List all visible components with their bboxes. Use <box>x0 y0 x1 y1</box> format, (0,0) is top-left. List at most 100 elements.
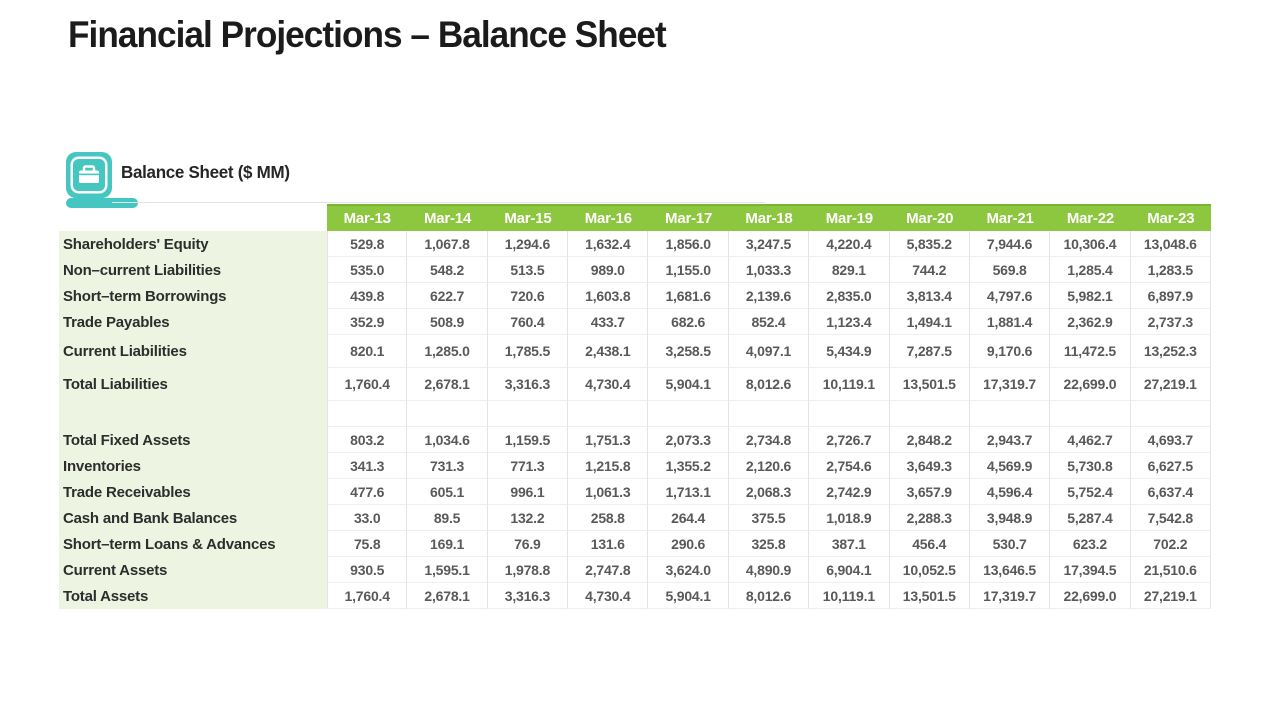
table-cell: 1,713.1 <box>648 479 729 505</box>
table-cell <box>889 401 970 427</box>
table-row: Non–current Liabilities 535.0 548.2 513.5 98… <box>59 257 1211 283</box>
table-cell: 13,048.6 <box>1130 231 1211 257</box>
table-cell: 744.2 <box>889 257 970 283</box>
table-cell: 4,730.4 <box>568 583 649 609</box>
table-header-row: Mar-13 Mar-14 Mar-15 Mar-16 Mar-17 Mar-18 Mar-… <box>59 204 1211 231</box>
row-label: Current Assets <box>59 557 327 583</box>
row-label: Shareholders' Equity <box>59 231 327 257</box>
column-header: Mar-18 <box>728 204 810 231</box>
table-cell: 2,943.7 <box>969 427 1051 453</box>
table-cell: 3,657.9 <box>889 479 970 505</box>
table-row: Current Liabilities 820.1 1,285.0 1,785.5 2,… <box>59 335 1211 368</box>
table-cell: 3,316.3 <box>487 368 569 401</box>
table-cell: 1,283.5 <box>1130 257 1211 283</box>
row-label <box>59 401 327 427</box>
table-cell: 22,699.0 <box>1050 583 1131 609</box>
table-cell: 3,624.0 <box>648 557 729 583</box>
table-cell: 829.1 <box>809 257 890 283</box>
table-cell: 3,813.4 <box>889 283 970 309</box>
table-cell: 1,632.4 <box>568 231 649 257</box>
table-cell: 2,726.7 <box>809 427 890 453</box>
row-label: Trade Payables <box>59 309 327 335</box>
table-cell: 13,252.3 <box>1130 335 1211 368</box>
table-cell: 5,982.1 <box>1050 283 1131 309</box>
row-label: Short–term Loans & Advances <box>59 531 327 557</box>
table-cell <box>809 401 890 427</box>
table-cell: 4,797.6 <box>969 283 1051 309</box>
table-cell: 548.2 <box>407 257 488 283</box>
table-row: Short–term Loans & Advances 75.8 169.1 76.9… <box>59 531 1211 557</box>
row-label: Cash and Bank Balances <box>59 505 327 531</box>
table-cell: 1,067.8 <box>407 231 488 257</box>
table-cell: 3,948.9 <box>969 505 1051 531</box>
table-cell <box>1130 401 1211 427</box>
table-cell: 4,596.4 <box>969 479 1051 505</box>
table-cell: 10,052.5 <box>889 557 970 583</box>
table-cell: 720.6 <box>487 283 569 309</box>
table-cell: 1,856.0 <box>648 231 729 257</box>
table-cell: 4,890.9 <box>728 557 810 583</box>
table-cell: 21,510.6 <box>1130 557 1211 583</box>
table-cell: 622.7 <box>407 283 488 309</box>
table-cell: 3,316.3 <box>487 583 569 609</box>
table-cell: 6,627.5 <box>1130 453 1211 479</box>
section-title: Balance Sheet ($ MM) <box>121 162 290 182</box>
table-cell: 5,287.4 <box>1050 505 1131 531</box>
table-cell: 2,678.1 <box>407 368 488 401</box>
table-cell: 17,319.7 <box>969 583 1051 609</box>
row-label: Total Assets <box>59 583 327 609</box>
table-cell: 2,734.8 <box>728 427 810 453</box>
slide-title: Financial Projections – Balance Sheet <box>68 14 667 55</box>
table-cell: 8,012.6 <box>728 583 810 609</box>
accent-underline <box>66 198 138 208</box>
table-cell: 731.3 <box>407 453 488 479</box>
table-cell: 9,170.6 <box>969 335 1051 368</box>
table-cell: 4,097.1 <box>728 335 810 368</box>
table-cell: 132.2 <box>487 505 569 531</box>
table-cell: 852.4 <box>728 309 810 335</box>
row-label: Inventories <box>59 453 327 479</box>
table-cell: 75.8 <box>327 531 408 557</box>
table-cell: 529.8 <box>327 231 408 257</box>
column-header: Mar-21 <box>969 204 1051 231</box>
table-cell: 10,306.4 <box>1050 231 1131 257</box>
table-cell: 387.1 <box>809 531 890 557</box>
table-cell: 4,462.7 <box>1050 427 1131 453</box>
table-corner-cell <box>59 204 327 231</box>
table-cell <box>407 401 488 427</box>
table-cell: 10,119.1 <box>809 583 890 609</box>
row-label: Non–current Liabilities <box>59 257 327 283</box>
table-cell: 27,219.1 <box>1130 583 1211 609</box>
table-cell: 1,285.4 <box>1050 257 1131 283</box>
column-header: Mar-23 <box>1130 204 1211 231</box>
table-cell: 2,068.3 <box>728 479 810 505</box>
table-cell: 1,033.3 <box>728 257 810 283</box>
table-cell: 1,494.1 <box>889 309 970 335</box>
table-cell: 2,737.3 <box>1130 309 1211 335</box>
table-cell: 433.7 <box>568 309 649 335</box>
table-cell: 5,904.1 <box>648 583 729 609</box>
table-cell: 1,785.5 <box>487 335 569 368</box>
table-cell: 439.8 <box>327 283 408 309</box>
table-cell: 22,699.0 <box>1050 368 1131 401</box>
table-row: Total Liabilities 1,760.4 2,678.1 3,316.3 4,… <box>59 368 1211 401</box>
row-label: Trade Receivables <box>59 479 327 505</box>
table-cell: 6,904.1 <box>809 557 890 583</box>
table-cell: 352.9 <box>327 309 408 335</box>
table-cell: 6,897.9 <box>1130 283 1211 309</box>
table-row: Current Assets 930.5 1,595.1 1,978.8 2,747.8… <box>59 557 1211 583</box>
table-cell: 2,747.8 <box>568 557 649 583</box>
table-cell: 17,394.5 <box>1050 557 1131 583</box>
table-row: Short–term Borrowings 439.8 622.7 720.6 1,60… <box>59 283 1211 309</box>
table-cell: 2,362.9 <box>1050 309 1131 335</box>
table-cell: 2,120.6 <box>728 453 810 479</box>
table-cell: 623.2 <box>1050 531 1131 557</box>
table-row: Total Assets 1,760.4 2,678.1 3,316.3 4,730.4… <box>59 583 1211 609</box>
table-cell: 3,247.5 <box>728 231 810 257</box>
column-header: Mar-17 <box>648 204 729 231</box>
row-label: Short–term Borrowings <box>59 283 327 309</box>
table-cell: 820.1 <box>327 335 408 368</box>
table-cell: 2,742.9 <box>809 479 890 505</box>
table-cell <box>487 401 569 427</box>
table-cell: 456.4 <box>889 531 970 557</box>
